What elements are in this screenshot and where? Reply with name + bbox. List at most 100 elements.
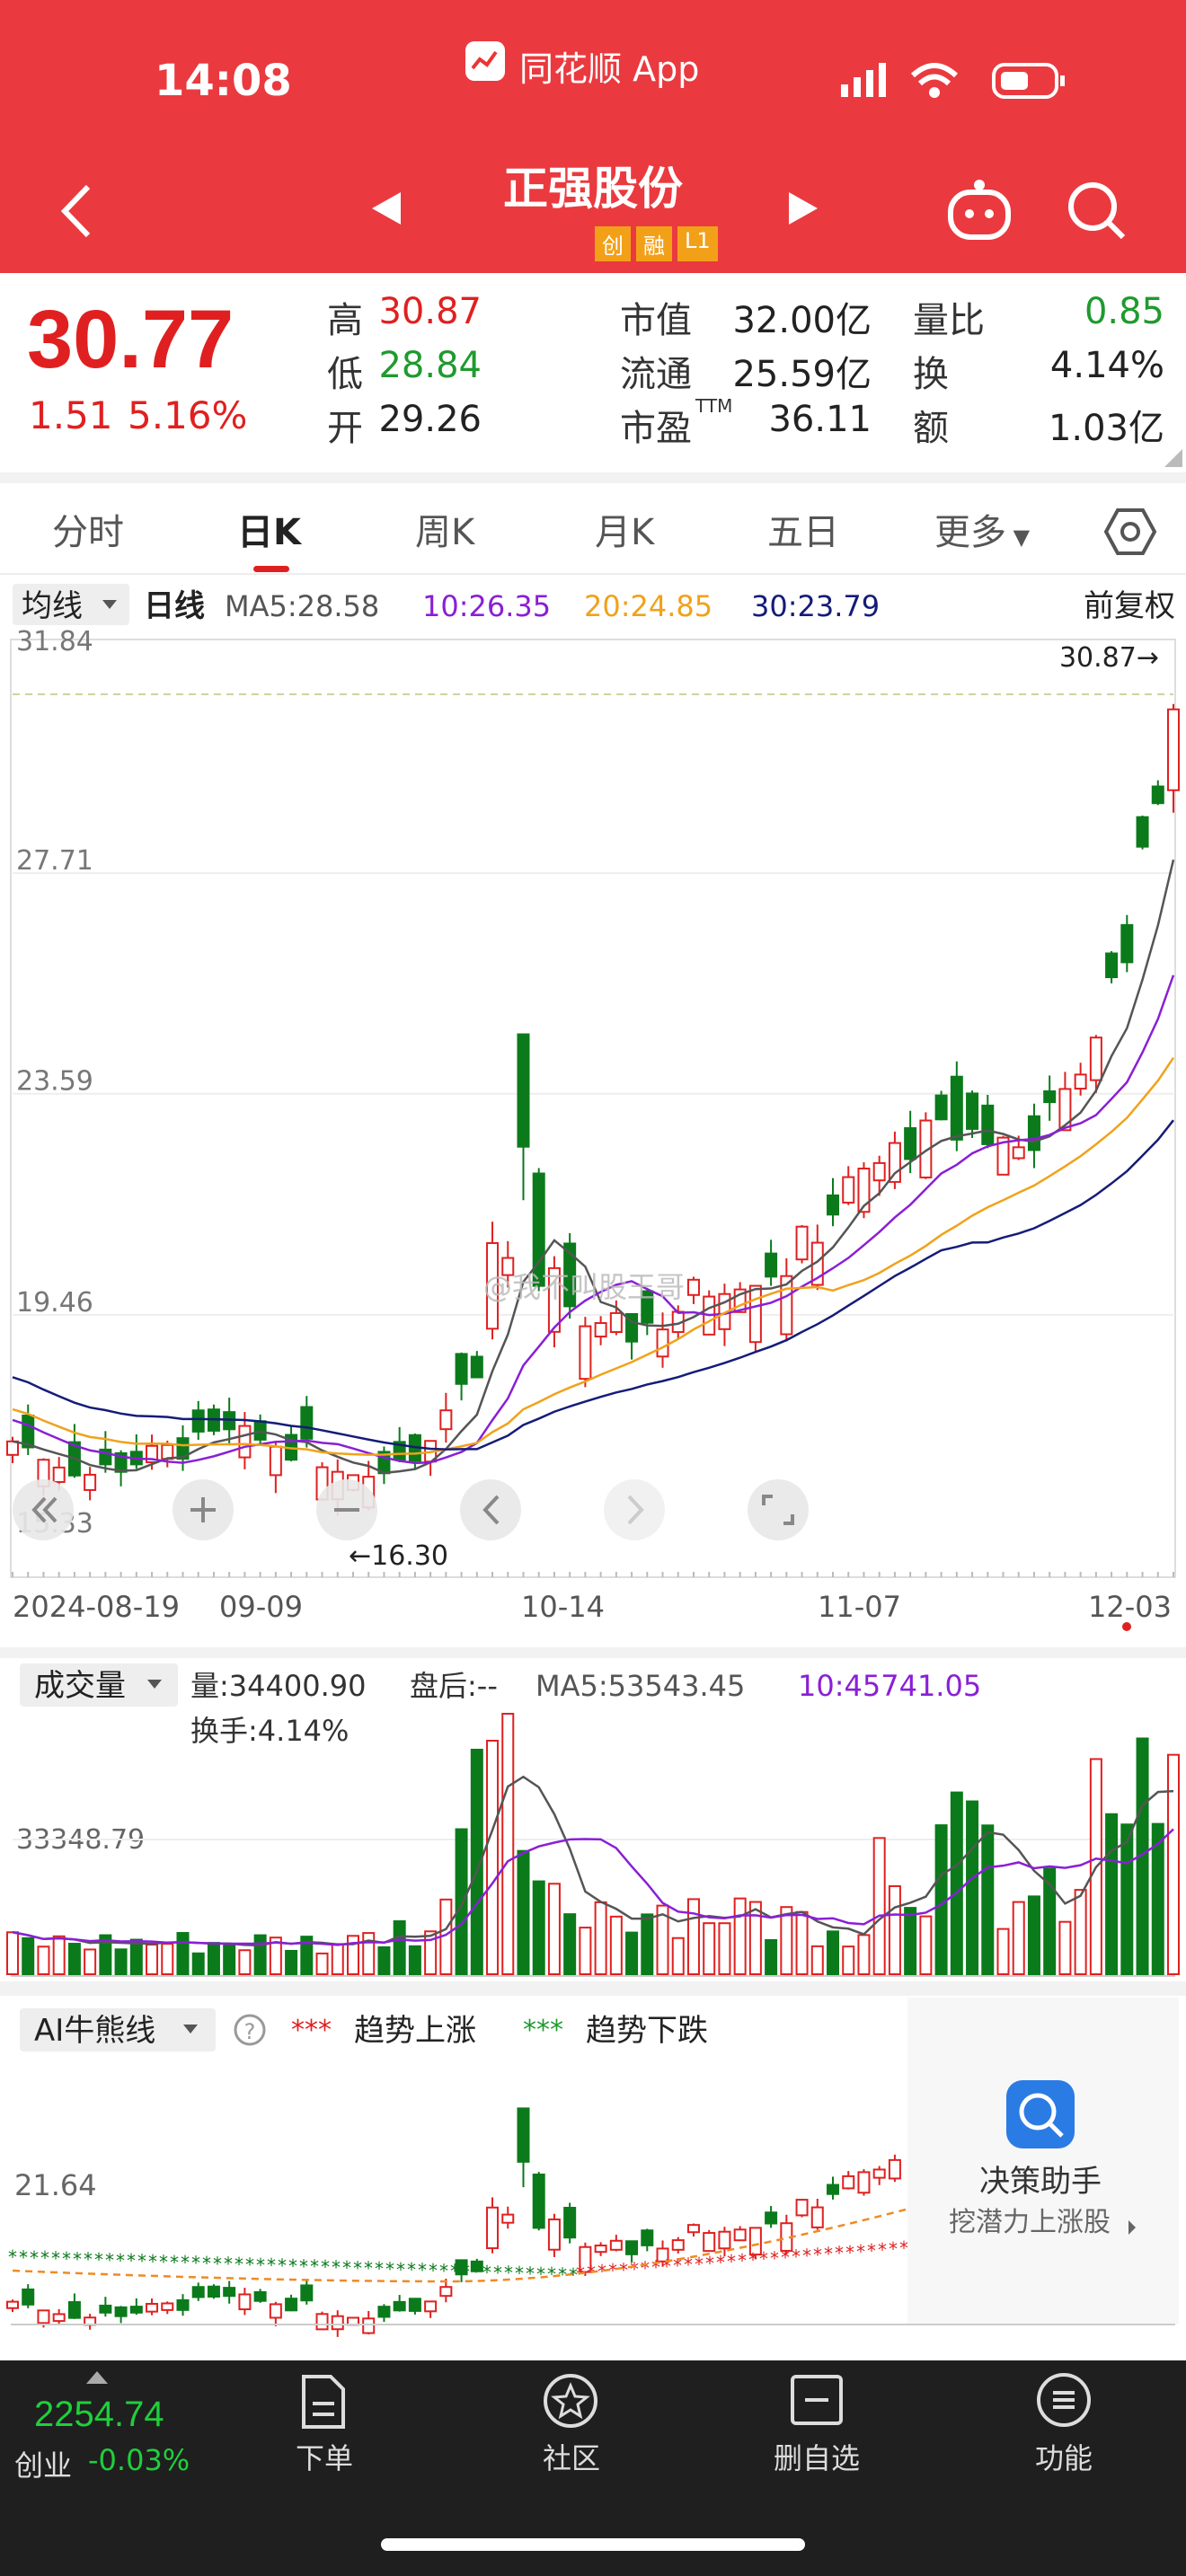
- trend-marker: *: [439, 2260, 448, 2281]
- stat-label: 开: [327, 408, 363, 449]
- decision-assistant-panel[interactable]: [907, 1998, 1179, 2325]
- next-stock-icon[interactable]: [785, 189, 821, 228]
- trend-marker: *: [40, 2247, 49, 2269]
- candle: [470, 1351, 483, 1379]
- ma-indicator-select[interactable]: [13, 584, 129, 625]
- status-app-name: 同花顺 App: [519, 49, 700, 89]
- volume-bar: [827, 1930, 840, 1975]
- trend-marker: *: [396, 2259, 405, 2280]
- ai-candle: [238, 2288, 252, 2316]
- trend-marker: *: [407, 2259, 416, 2280]
- candle: [191, 1400, 205, 1441]
- volume-bar: [129, 1938, 143, 1976]
- candle: [563, 1232, 577, 1319]
- ai-trend-lines: * * * * * * * * * * * * * * * * * * * * * * * * * * * * * * * * * * * * * * * *…: [8, 2208, 908, 2286]
- ai-candle: [842, 2171, 855, 2190]
- nav-community[interactable]: 社区: [542, 2441, 600, 2475]
- ai-candle: [176, 2294, 190, 2316]
- ai-candle: [455, 2259, 468, 2282]
- trend-marker: *: [30, 2247, 39, 2269]
- latest-dot: [1122, 1622, 1131, 1631]
- price-change-pct: 5.16%: [128, 393, 248, 437]
- tab-more[interactable]: 更多 ▼: [934, 503, 1030, 555]
- ma5-legend: MA5:28.58: [225, 589, 379, 623]
- search-icon[interactable]: [1066, 180, 1128, 243]
- chart-area[interactable]: 均线 日线 MA5:28.58 10:26.35 20:24.85 30:23.…: [0, 575, 1186, 2360]
- ai-candle: [609, 2235, 623, 2252]
- scroll-left-fast-button[interactable]: [13, 1479, 74, 1540]
- ma30-line: [12, 1119, 1174, 1451]
- tab-five-day[interactable]: 五日: [767, 512, 839, 553]
- trend-marker: *: [181, 2252, 190, 2273]
- ai-indicator-select[interactable]: [20, 2008, 216, 2051]
- quote-panel: 30.77 1.51 5.16% 高 30.87 低 28.84 开 29.26 市值 32.…: [0, 273, 1186, 472]
- volume-bar: [1120, 1823, 1134, 1975]
- trend-marker: *: [137, 2251, 146, 2272]
- candle: [919, 1112, 933, 1179]
- trend-marker: *: [824, 2244, 833, 2265]
- volume-bar: [532, 1880, 545, 1976]
- volume-bar: [810, 1945, 824, 1975]
- ai-candle: [703, 2229, 716, 2253]
- status-icons: [841, 63, 1065, 99]
- zoom-in-button[interactable]: [173, 1479, 234, 1540]
- remove-watchlist-icon[interactable]: [789, 2373, 845, 2427]
- trend-marker: *: [651, 2257, 660, 2279]
- volume-bar: [1105, 1813, 1119, 1975]
- nav-order[interactable]: 下单: [295, 2441, 353, 2475]
- scroll-left-button[interactable]: [460, 1479, 521, 1540]
- trend-marker: *: [267, 2254, 276, 2276]
- volume-bar: [37, 1945, 50, 1975]
- volume-bar: [748, 1901, 762, 1976]
- prev-stock-icon[interactable]: [368, 189, 404, 228]
- nav-function[interactable]: 功能: [1034, 2441, 1093, 2475]
- adjust-mode[interactable]: 前复权: [1084, 588, 1175, 624]
- index-name: 创业: [14, 2448, 73, 2483]
- tab-fenshi[interactable]: 分时: [52, 512, 124, 553]
- chevron-down-icon: [102, 600, 117, 609]
- stat-value: 32.00亿: [732, 300, 872, 341]
- divider: [0, 472, 1186, 485]
- trend-marker: *: [835, 2243, 844, 2264]
- trend-marker: *: [867, 2240, 876, 2262]
- nav-remove-watchlist[interactable]: 删自选: [773, 2441, 860, 2475]
- tab-more-label: 更多: [934, 512, 1006, 553]
- settings-hexagon-icon[interactable]: [1103, 505, 1157, 559]
- help-icon[interactable]: ?: [234, 2014, 266, 2046]
- candle: [1105, 950, 1119, 984]
- trend-marker: *: [630, 2258, 639, 2280]
- community-icon[interactable]: [541, 2371, 600, 2430]
- robot-icon[interactable]: [945, 176, 1013, 244]
- volume-bar: [517, 1849, 530, 1975]
- volume-bar: [594, 1901, 607, 1975]
- back-icon[interactable]: [54, 180, 99, 243]
- candle: [934, 1090, 948, 1121]
- trend-marker: *: [364, 2258, 373, 2280]
- zoom-out-button[interactable]: [316, 1479, 377, 1540]
- tab-daily-k[interactable]: 日K: [237, 512, 301, 553]
- divider: [0, 1981, 1186, 1996]
- scroll-right-button[interactable]: [604, 1479, 665, 1540]
- candle: [1151, 780, 1164, 806]
- ai-candle: [253, 2289, 267, 2303]
- tab-weekly-k[interactable]: 周K: [415, 512, 475, 553]
- function-icon[interactable]: [1035, 2371, 1093, 2429]
- trend-marker: *: [148, 2251, 157, 2272]
- volume-bar: [501, 1713, 515, 1975]
- order-icon[interactable]: [298, 2373, 349, 2430]
- fullscreen-button[interactable]: [748, 1479, 809, 1540]
- stat-label: 低: [327, 354, 363, 395]
- volume-indicator-select[interactable]: [20, 1663, 178, 1707]
- volume-bar: [733, 1897, 747, 1975]
- index-value[interactable]: 2254.74: [34, 2395, 164, 2434]
- expand-corner-icon[interactable]: [1164, 449, 1182, 467]
- tab-monthly-k[interactable]: 月K: [595, 512, 655, 553]
- volume-bar: [52, 1935, 66, 1975]
- trend-marker: *: [62, 2248, 71, 2270]
- volume-bar: [625, 1931, 639, 1975]
- kline-candles: [6, 703, 1180, 1516]
- ai-candle: [656, 2240, 669, 2267]
- volume-bar: [671, 1936, 685, 1975]
- trend-marker: *: [310, 2256, 319, 2278]
- trend-marker: *: [84, 2249, 93, 2271]
